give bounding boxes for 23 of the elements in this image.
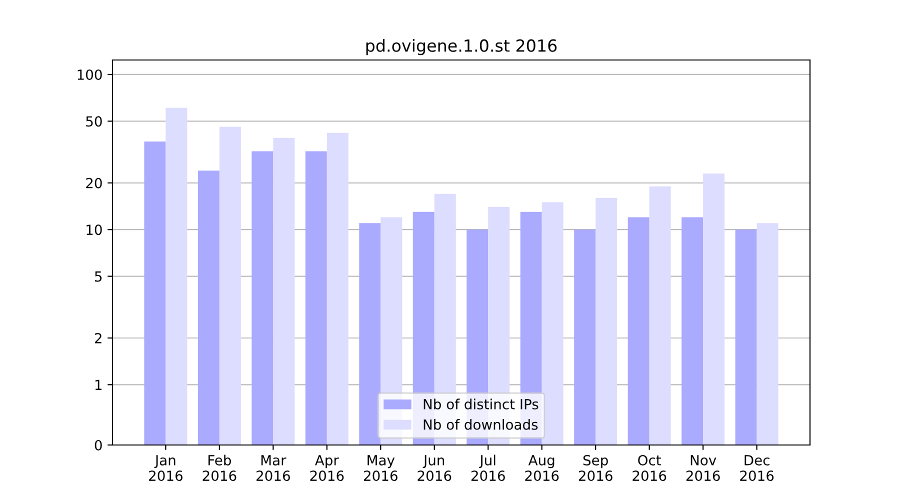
x-tick-label: Sep 2016 [578, 454, 612, 482]
x-tick-label: Apr 2016 [310, 455, 344, 482]
legend-label: Nb of downloads [424, 419, 538, 430]
y-tick-label: 1 [95, 380, 102, 390]
y-tick-label: 5 [95, 271, 102, 282]
x-tick-label: Dec 2016 [740, 455, 774, 482]
x-tick-label: Jan 2016 [149, 455, 182, 482]
y-tick-label: 2 [94, 332, 102, 344]
x-tick-label: Jul 2016 [471, 454, 505, 482]
y-tick-label: 50 [86, 116, 102, 127]
y-tick-label: 0 [94, 440, 102, 450]
x-tick-label: Aug 2016 [525, 455, 559, 482]
x-tick-label: Jun 2016 [418, 455, 452, 482]
x-tick-label: May 2016 [364, 455, 398, 482]
legend-label: Nb of distinct IPs [424, 398, 538, 410]
x-tick-label: Mar 2016 [256, 455, 290, 482]
chart-title: pd.ovigene.1.0.st 2016 [366, 39, 557, 56]
y-tick-label: 10 [86, 224, 102, 236]
x-tick-label: Feb 2016 [202, 454, 236, 482]
x-tick-label: Oct 2016 [632, 454, 666, 482]
x-tick-label: Nov 2016 [686, 455, 720, 482]
y-tick-label: 100 [78, 69, 102, 80]
y-tick-label: 20 [86, 178, 102, 188]
